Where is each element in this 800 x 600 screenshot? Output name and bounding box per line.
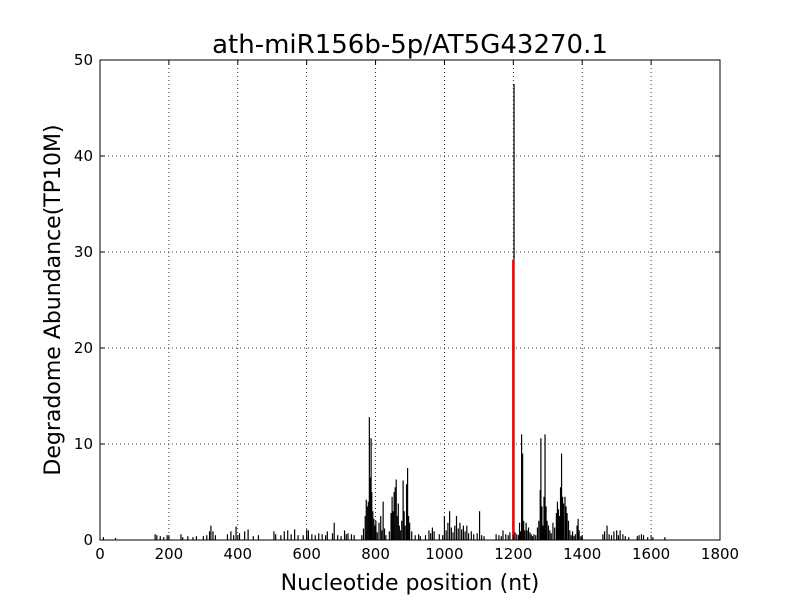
x-tick-label: 800 xyxy=(361,545,390,563)
x-tick-label: 1800 xyxy=(701,545,739,563)
y-tick-labels: 0 10 20 30 40 50 xyxy=(74,51,93,549)
chart-title: ath-miR156b-5p/AT5G43270.1 xyxy=(212,30,608,60)
plot-frame xyxy=(99,59,721,541)
y-tick-label: 10 xyxy=(74,435,93,453)
y-tick-label: 0 xyxy=(83,531,93,549)
y-tick-label: 50 xyxy=(74,51,93,69)
y-axis-label: Degradome Abundance(TP10M) xyxy=(41,124,66,475)
x-tick-label: 1600 xyxy=(632,545,670,563)
y-tick-label: 30 xyxy=(74,243,93,261)
x-tick-label: 200 xyxy=(155,545,184,563)
x-tick-labels: 0 200 400 600 800 1000 1200 1400 1600 1800 xyxy=(95,545,739,563)
axis-ticks xyxy=(99,59,721,541)
x-tick-label: 1200 xyxy=(494,545,532,563)
x-tick-label: 600 xyxy=(292,545,321,563)
x-tick-label: 1000 xyxy=(425,545,463,563)
x-tick-label: 0 xyxy=(95,545,105,563)
x-tick-label: 400 xyxy=(223,545,252,563)
y-tick-label: 40 xyxy=(74,147,93,165)
y-tick-label: 20 xyxy=(74,339,93,357)
x-tick-label: 1400 xyxy=(563,545,601,563)
x-axis-label: Nucleotide position (nt) xyxy=(281,571,540,596)
